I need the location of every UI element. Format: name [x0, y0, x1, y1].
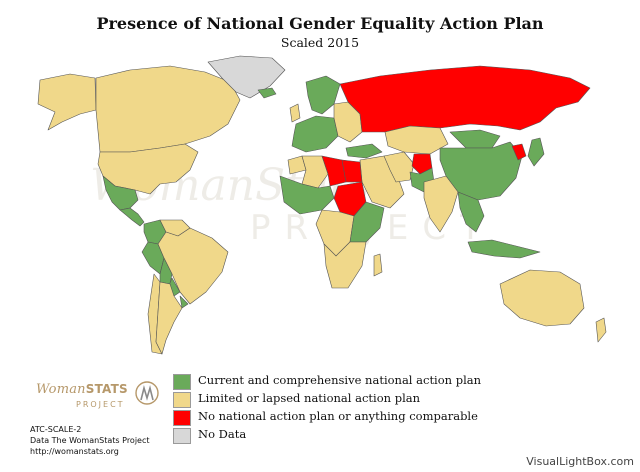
region-iceland	[257, 87, 277, 99]
footer-source: Data The WomanStats Project	[30, 436, 150, 445]
legend-swatch-limited	[173, 392, 191, 408]
region-india	[423, 175, 459, 233]
region-china	[439, 141, 523, 201]
region-canada	[95, 65, 241, 153]
logo-sub-text: PROJECT	[76, 400, 125, 409]
region-alaska	[37, 73, 97, 131]
legend-swatch-none	[173, 410, 191, 426]
legend-swatch-nodata	[173, 428, 191, 444]
footer-code: ATC-SCALE-2	[30, 425, 82, 434]
region-central-america	[119, 207, 145, 227]
region-southern-africa	[323, 241, 367, 289]
world-map	[37, 55, 607, 355]
site-watermark: VisualLightBox.com	[526, 455, 634, 468]
map-subtitle: Scaled 2015	[280, 35, 360, 50]
legend-item-none: No national action plan or anything comp…	[173, 409, 493, 427]
footer-url: http://womanstats.org	[30, 447, 119, 456]
map-title: Presence of National Gender Equality Act…	[96, 14, 544, 33]
region-west-africa	[279, 175, 335, 215]
region-madagascar	[373, 253, 383, 277]
legend-item-nodata: No Data	[173, 427, 493, 445]
legend: Current and comprehensive national actio…	[173, 373, 493, 445]
footer-credits: ATC-SCALE-2 Data The WomanStats Project …	[30, 424, 150, 457]
region-japan	[527, 137, 545, 167]
legend-item-current: Current and comprehensive national actio…	[173, 373, 493, 391]
region-greenland	[207, 55, 286, 99]
legend-label: No Data	[198, 427, 247, 441]
region-western-europe	[291, 115, 339, 153]
region-mongolia	[449, 129, 501, 149]
region-libya	[321, 155, 347, 187]
region-korea	[511, 143, 527, 161]
logo-bold-text: STATS	[85, 382, 128, 396]
legend-label: Limited or lapsed national action plan	[198, 391, 421, 405]
region-turkey	[345, 143, 383, 159]
region-southeast-asia	[457, 191, 485, 233]
legend-label: Current and comprehensive national actio…	[198, 373, 482, 387]
legend-label: No national action plan or anything comp…	[198, 409, 478, 423]
womanstats-logo: WomanSTATS PROJECT	[36, 378, 166, 414]
legend-item-limited: Limited or lapsed national action plan	[173, 391, 493, 409]
region-argentina	[155, 281, 183, 355]
region-new-zealand	[595, 317, 607, 343]
region-iran	[383, 151, 415, 183]
region-uruguay	[179, 295, 189, 309]
hands-emblem-icon	[135, 381, 159, 405]
logo-main-text: Woman	[36, 382, 86, 397]
region-indonesia	[467, 239, 541, 259]
region-australia	[499, 269, 585, 327]
legend-swatch-current	[173, 374, 191, 390]
region-kazakhstan	[384, 125, 449, 155]
region-russia	[339, 65, 591, 133]
region-united-kingdom	[289, 103, 301, 123]
region-scandinavia	[305, 75, 341, 115]
